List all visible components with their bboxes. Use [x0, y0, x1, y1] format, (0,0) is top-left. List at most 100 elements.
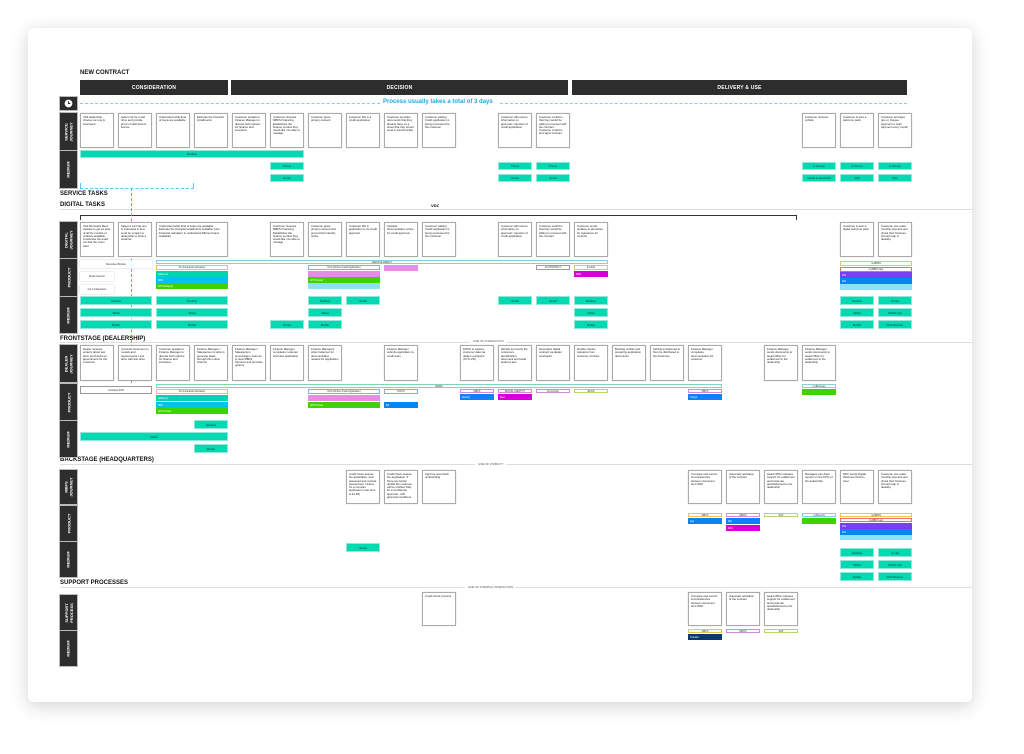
section-support: SUPPORT PROCESSES — [60, 580, 129, 586]
journey-card: Customer is sent a digital welcome pack — [840, 222, 874, 257]
journey-card: Automatic activation of the contract — [726, 592, 760, 626]
product-tag: FC (Financial Calculator) — [156, 265, 228, 270]
product-tag: E-SIGN — [574, 265, 608, 270]
section-frontstage: FRONTSTAGE (DEALERSHIP) — [60, 336, 146, 342]
medium-email: Email — [878, 548, 912, 557]
product-tag: MBFS — [688, 629, 722, 633]
journey-card: Select a car that one is interested in a… — [118, 222, 152, 257]
product-tag: SDK — [156, 402, 228, 408]
lane-label-text: SERVICE JOURNEY — [63, 121, 74, 142]
medium-mobile-app: Mobile App — [878, 560, 912, 569]
journey-card: Uploads documentation online for credit … — [384, 222, 418, 257]
product-tag: Autohaus DTR — [80, 386, 152, 394]
medium-desktop: Desktop — [840, 548, 874, 557]
flow-connector — [131, 188, 132, 383]
timeline-line — [500, 103, 907, 104]
journey-card: Credit Team assess the application. If t… — [384, 470, 418, 504]
medium-in-person: In Person — [802, 162, 836, 170]
lane-label-product: PRODUCT — [60, 259, 77, 296]
lane-label-service-journey: SERVICE JOURNEY — [60, 113, 77, 150]
journey-card: Consults Customer on models and requirem… — [118, 345, 152, 381]
medium-desktop: Desktop — [80, 296, 152, 305]
medium-email: Email — [498, 174, 532, 182]
lane-label-medium: MEDIUM — [60, 631, 77, 666]
medium-tablet: Tablet — [574, 308, 608, 317]
product-tag: DIGITAL IDENTITY — [498, 389, 532, 393]
product-tag: SAP — [764, 629, 798, 633]
journey-card: Credit Team assess the application. Auto… — [346, 470, 380, 504]
product-tag: OCA (Online Credit Application) — [308, 265, 380, 270]
medium-tablet: Tablet — [840, 560, 874, 569]
product-tag: Transfer — [688, 634, 722, 640]
medium-mobile: Mobile — [574, 320, 608, 329]
phase-decision: DECISION — [231, 80, 568, 95]
product-tag: Output — [688, 394, 722, 400]
product-tag: MBFS — [688, 389, 722, 393]
product-tag: … — [802, 389, 836, 395]
product-tag: myMBFS — [840, 261, 912, 266]
timeline-text: Process usually takes a total of 3 days — [383, 99, 493, 105]
journey-card: Approve and check underwriting — [422, 470, 456, 504]
medium-web-browser: Web Browser — [878, 320, 912, 329]
lane-label-text: MEDIUM — [65, 430, 71, 448]
lane-label-medium: MEDIUM — [60, 542, 77, 577]
vdz-bracket — [80, 215, 797, 220]
product-tag: myBusiness — [802, 384, 836, 388]
product-tag: EPOS — [574, 389, 608, 393]
medium-email: Email — [270, 174, 304, 182]
medium-phone: Phone — [498, 162, 532, 170]
medium-in-person: In Person — [878, 162, 912, 170]
journey-card: Customer is sent a welcome pack — [840, 113, 874, 148]
lane-label-dealer-journey: DEALER JOURNEY — [60, 345, 77, 382]
product-tag: E-CONTRACT — [536, 265, 570, 270]
lane-label-medium: MEDIUM — [60, 151, 77, 188]
journey-card: Customer sends updates to all parties fo… — [574, 222, 608, 257]
journey-card: Generates digital contract via dealer to… — [536, 345, 570, 381]
product-tag: FC (Financial Calculator) — [156, 389, 228, 394]
medium-email: Email — [346, 296, 380, 305]
medium-mobile: Mobile — [840, 320, 874, 329]
medium-web-browser: Web Browser — [878, 572, 912, 581]
journey-card: Head Office releases support for entitle… — [764, 470, 798, 504]
journey-card: Understand what kind of loans are availa… — [156, 113, 190, 148]
line-of-visibility-label: LINE OF VISIBILITY — [475, 462, 507, 466]
journey-card: Finance Manager completes customer inter… — [270, 345, 304, 381]
medium-mobile-app: Mobile App — [878, 308, 912, 317]
product-tag: SAS — [726, 525, 760, 531]
journey-card: Compare and correct inconsistencies betw… — [688, 592, 722, 626]
section-service-tasks: SERVICE TASKS — [60, 191, 108, 197]
journey-card: Customer waiting. Credit application is … — [422, 222, 456, 257]
lane-label-medium: MEDIUM — [60, 297, 77, 333]
product-tag: … — [308, 395, 380, 401]
journey-card: Customer confirms that they would be wil… — [536, 113, 570, 148]
medium-desktop: Desktop — [80, 150, 304, 158]
journey-card: Finance Manager sends documents to Head … — [802, 345, 836, 381]
journey-card: Customer speaks to Finance Manager to di… — [156, 345, 190, 381]
journey-card: DDC sends Digital Welcome Pack to User — [840, 470, 874, 504]
medium-email: Email — [270, 320, 304, 329]
medium-in-person: In Person — [840, 162, 874, 170]
lane-label-text: MEDIUM — [65, 640, 71, 657]
medium-desktop: Desktop — [156, 296, 228, 305]
product-tag: Win — [726, 518, 760, 524]
medium-desktop: Desktop — [574, 296, 608, 305]
journey-card: Select car for a test drive and provide … — [118, 113, 152, 148]
journey-card: Finance Manager completes documentation … — [688, 345, 722, 381]
page-title: NEW CONTRACT — [80, 70, 130, 76]
lane-label-text: DEALER JOURNEY — [63, 353, 74, 374]
product-tag: DOCS — [384, 389, 418, 394]
phase-delivery-use: DELIVERY & USE — [572, 80, 907, 95]
product-tag: MBFS — [460, 389, 494, 393]
journey-card: Booking vehicle and preparing applicatio… — [612, 345, 646, 381]
journey-card: Credit check process — [422, 592, 456, 626]
medium-mail: Mail — [878, 174, 912, 182]
product-tag: Mercedes Website — [80, 260, 152, 268]
product-tag: SERVICE DIRECT — [156, 260, 608, 264]
phase-consideration: CONSIDERATION — [80, 80, 228, 95]
lane-label-text: SUPPORT PROCESS — [63, 602, 74, 623]
medium-email: Email — [878, 296, 912, 305]
journey-card: Managers can draw reports on the KPI's o… — [802, 470, 836, 504]
product-tag: … — [840, 535, 912, 540]
medium-desktop: Desktop — [840, 296, 874, 305]
journey-card: Customer can make monthly payment and ch… — [878, 470, 912, 504]
